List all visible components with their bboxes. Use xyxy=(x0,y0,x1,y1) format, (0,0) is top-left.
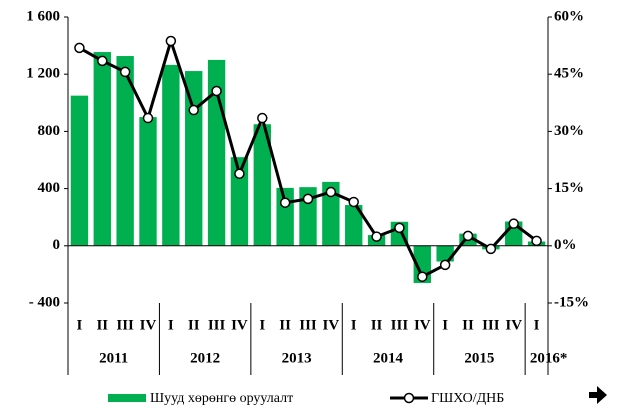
line-marker xyxy=(531,235,542,247)
y2-tick-label: 30% xyxy=(554,123,584,139)
x-tick-label: II xyxy=(279,317,291,333)
line-marker xyxy=(279,197,291,208)
bar xyxy=(93,52,111,246)
line-marker xyxy=(348,196,359,208)
y-tick-label: 1 600 xyxy=(26,8,60,24)
line-marker xyxy=(97,55,108,67)
bar xyxy=(253,124,271,246)
bar xyxy=(70,95,89,246)
x-tick-label: IV xyxy=(323,317,340,333)
line-marker xyxy=(485,243,497,255)
x-tick-label: I xyxy=(351,317,357,333)
line-marker xyxy=(325,186,337,198)
legend-marker xyxy=(403,392,415,404)
x-tick-label: III xyxy=(299,317,317,333)
x-tick-label: III xyxy=(391,317,409,333)
bar xyxy=(185,71,203,246)
x-tick-label: II xyxy=(188,317,200,333)
line-marker xyxy=(119,66,131,78)
y2-tick-label: 45% xyxy=(554,66,584,82)
line-marker xyxy=(234,168,245,179)
group-label: 2013 xyxy=(282,350,312,366)
line-marker xyxy=(417,271,428,282)
y2-tick-label: 15% xyxy=(554,180,584,196)
x-tick-label: IV xyxy=(414,317,431,333)
x-tick-label: III xyxy=(208,317,226,333)
x-tick-label: II xyxy=(96,317,108,333)
bar xyxy=(162,64,180,246)
x-tick-label: IV xyxy=(140,317,157,333)
y-tick-label: - 400 xyxy=(29,294,60,310)
line-marker xyxy=(211,85,222,97)
arrow-icon xyxy=(589,386,607,404)
group-label: 2015 xyxy=(464,350,494,366)
bar xyxy=(230,157,249,246)
bar xyxy=(345,205,363,246)
bar xyxy=(116,56,134,246)
y-tick-label: 1 200 xyxy=(26,66,60,82)
legend-label: ГШХО/ДНБ xyxy=(431,391,504,406)
y-tick-label: 800 xyxy=(38,123,61,139)
x-tick-label: IV xyxy=(231,317,248,333)
line-marker xyxy=(462,230,474,242)
group-label: 2011 xyxy=(99,350,128,366)
group-label: 2012 xyxy=(190,350,220,366)
line-marker xyxy=(439,259,451,271)
x-tick-label: I xyxy=(442,317,448,333)
bar xyxy=(276,187,294,246)
group-label: 2014 xyxy=(373,350,404,366)
x-tick-label: III xyxy=(116,317,134,333)
legend-swatch xyxy=(108,394,146,402)
y2-tick-label: 60% xyxy=(554,8,584,24)
y-tick-label: 400 xyxy=(38,180,61,196)
line-marker xyxy=(371,231,382,242)
x-tick-label: I xyxy=(534,317,540,333)
bar xyxy=(322,181,340,246)
line-marker xyxy=(302,193,314,205)
line-marker xyxy=(142,112,154,124)
y-tick-label: 0 xyxy=(53,237,61,253)
y2-tick-label: 0% xyxy=(554,237,577,253)
line-marker xyxy=(394,222,405,234)
line-marker xyxy=(257,112,268,124)
y2-tick-label: -15% xyxy=(554,294,589,310)
group-label: 2016* xyxy=(530,350,568,366)
line-marker xyxy=(165,35,177,47)
legend-label: Шууд хөрөнгө оруулалт xyxy=(150,391,293,406)
x-tick-label: III xyxy=(482,317,500,333)
x-tick-label: I xyxy=(259,317,265,333)
line-marker xyxy=(508,218,519,229)
x-tick-label: II xyxy=(371,317,383,333)
x-tick-label: I xyxy=(168,317,174,333)
x-tick-label: IV xyxy=(505,317,522,333)
x-tick-label: I xyxy=(77,317,83,333)
x-tick-label: II xyxy=(462,317,474,333)
line-marker xyxy=(188,104,199,116)
line-marker xyxy=(74,42,85,54)
bar xyxy=(139,117,157,246)
